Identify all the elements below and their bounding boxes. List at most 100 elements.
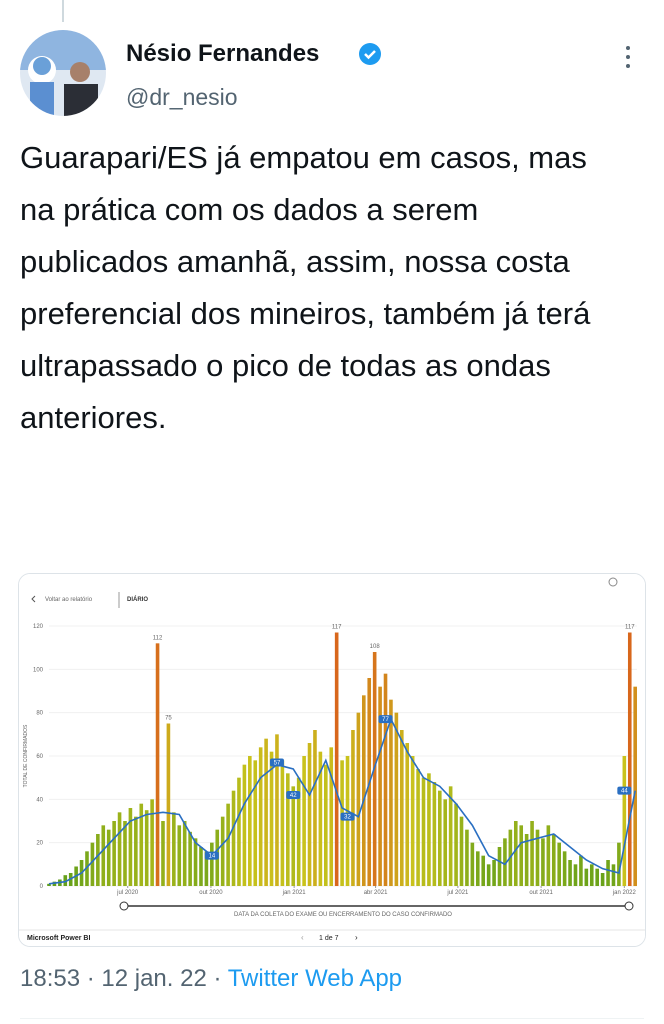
bar bbox=[394, 712, 399, 886]
bar bbox=[378, 686, 382, 886]
bar bbox=[443, 799, 448, 886]
bar bbox=[193, 838, 198, 886]
point-label-box bbox=[617, 786, 632, 795]
point-label-box bbox=[340, 812, 355, 821]
pager[interactable]: 1 de 7 bbox=[319, 935, 339, 942]
bar bbox=[454, 803, 458, 886]
x-tick-label: out 2021 bbox=[529, 890, 553, 896]
tweet-text: Guarapari/ES já empatou em casos, mas na… bbox=[20, 140, 591, 435]
bar bbox=[503, 838, 507, 886]
chart: Voltar ao relatório DIÁRIO Microsoft Pow… bbox=[19, 574, 645, 946]
bar bbox=[584, 868, 589, 886]
date[interactable]: 12 jan. 22 bbox=[101, 965, 207, 992]
moving-average-line bbox=[48, 717, 636, 885]
bar bbox=[123, 821, 127, 886]
bar bbox=[475, 851, 480, 886]
bar bbox=[199, 847, 203, 886]
bar bbox=[606, 860, 610, 886]
bar bbox=[617, 842, 621, 886]
bar bbox=[383, 673, 388, 886]
back-icon[interactable] bbox=[31, 595, 36, 603]
source[interactable]: Twitter Web App bbox=[227, 965, 403, 992]
bar bbox=[486, 864, 491, 886]
thread-line bbox=[62, 0, 64, 22]
bar bbox=[622, 756, 627, 886]
bar bbox=[302, 756, 306, 886]
bar bbox=[557, 842, 562, 886]
x-axis-label: DATA DA COLETA DO EXAME OU ENCERRAMENTO … bbox=[234, 912, 452, 918]
x-tick-label: jul 2021 bbox=[446, 890, 469, 896]
bar bbox=[405, 743, 410, 886]
bar bbox=[47, 883, 51, 886]
y-axis-label: TOTAL DE CONFIRMADOS bbox=[23, 724, 29, 787]
prev-page[interactable]: ‹ bbox=[301, 933, 304, 942]
bar bbox=[85, 851, 89, 886]
bar bbox=[144, 810, 149, 886]
point-label: 44 bbox=[621, 789, 628, 795]
bar bbox=[562, 851, 567, 886]
bar bbox=[400, 730, 404, 886]
next-page[interactable]: › bbox=[355, 933, 358, 942]
more-menu[interactable] bbox=[622, 44, 634, 70]
bar bbox=[437, 790, 442, 886]
bar bbox=[345, 756, 350, 886]
point-label: 32 bbox=[344, 815, 351, 821]
bar bbox=[519, 825, 524, 886]
bar bbox=[106, 829, 111, 886]
bar bbox=[307, 743, 312, 886]
bar bbox=[573, 864, 578, 886]
peak-label: 75 bbox=[165, 716, 172, 722]
bar bbox=[589, 864, 594, 886]
bar bbox=[318, 751, 323, 886]
bar bbox=[286, 773, 290, 886]
bar bbox=[470, 842, 475, 886]
bar bbox=[329, 747, 334, 886]
bar bbox=[481, 855, 486, 886]
bar bbox=[356, 712, 361, 886]
avatar[interactable] bbox=[20, 30, 106, 116]
y-tick-label: 120 bbox=[33, 624, 44, 630]
x-tick-label: jan 2022 bbox=[612, 890, 637, 896]
bar bbox=[313, 730, 317, 886]
bar bbox=[410, 756, 415, 886]
bar bbox=[150, 799, 154, 886]
bar bbox=[513, 821, 518, 886]
point-label-box bbox=[378, 715, 393, 724]
point-label: 42 bbox=[290, 793, 297, 799]
time: 18:53 bbox=[20, 965, 81, 992]
slider-handle[interactable] bbox=[624, 901, 634, 911]
bar bbox=[448, 786, 453, 886]
user-handle[interactable]: @dr_nesio bbox=[126, 84, 238, 110]
bar bbox=[258, 747, 263, 886]
bar bbox=[96, 834, 100, 886]
bar bbox=[280, 760, 285, 886]
bar bbox=[90, 842, 95, 886]
tab[interactable]: DIÁRIO bbox=[127, 596, 148, 603]
slider-handle[interactable] bbox=[119, 901, 129, 911]
bar bbox=[101, 825, 106, 886]
y-tick-label: 0 bbox=[40, 884, 44, 890]
separator bbox=[20, 1018, 644, 1019]
bar bbox=[351, 730, 355, 886]
y-tick-label: 40 bbox=[36, 797, 43, 803]
bar bbox=[362, 695, 366, 886]
media-card[interactable]: Voltar ao relatório DIÁRIO Microsoft Pow… bbox=[18, 573, 646, 947]
bar bbox=[237, 777, 241, 886]
bar bbox=[530, 821, 534, 886]
bar bbox=[248, 756, 252, 886]
point-label-box bbox=[269, 758, 284, 767]
bar bbox=[524, 834, 529, 886]
back-link[interactable]: Voltar ao relatório bbox=[45, 597, 93, 603]
point-label: 57 bbox=[274, 761, 281, 767]
y-tick-label: 100 bbox=[33, 667, 44, 673]
user-name[interactable]: Nésio Fernandes bbox=[126, 40, 320, 67]
help-icon[interactable] bbox=[608, 577, 618, 587]
bar bbox=[210, 842, 214, 886]
bar bbox=[611, 864, 616, 886]
x-tick-label: abr 2021 bbox=[364, 890, 388, 896]
peak-label: 117 bbox=[332, 625, 342, 631]
bar bbox=[172, 812, 176, 886]
bar bbox=[465, 829, 469, 886]
bar bbox=[291, 786, 296, 886]
bar bbox=[128, 808, 133, 886]
